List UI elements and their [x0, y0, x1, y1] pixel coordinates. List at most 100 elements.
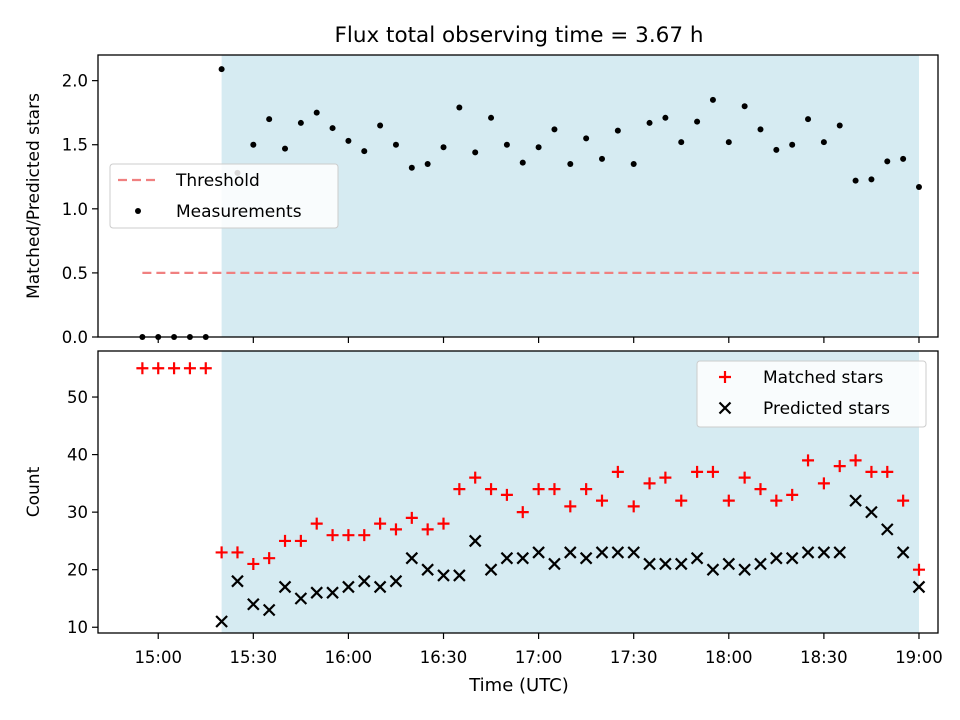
predicted-star-point: [453, 569, 466, 582]
matched-star-point: [675, 494, 688, 507]
measurement-point: [392, 141, 399, 148]
x-tick-label: 16:00: [325, 648, 373, 667]
matched-star-point: [168, 362, 181, 375]
matched-star-point: [279, 534, 292, 547]
matched-star-point: [374, 517, 387, 530]
y-tick-label: 20: [67, 561, 88, 580]
legend-box: [109, 163, 339, 229]
matched-star-point: [358, 529, 371, 542]
predicted-star-point: [500, 551, 514, 565]
matched-star-point: [516, 506, 529, 519]
matched-star-point: [453, 483, 466, 496]
y-axis-label: Matched/Predicted stars: [24, 93, 44, 299]
predicted-star-point: [342, 580, 355, 594]
predicted-star-point: [627, 546, 640, 559]
measurement-point: [662, 114, 669, 121]
matched-star-point: [738, 471, 751, 484]
matched-star-point: [611, 465, 624, 478]
matched-star-point: [310, 517, 323, 530]
top-panel: 0.0 0.5 1.0 1.5 2.0 Matched/Predicted stars Th…: [24, 54, 939, 347]
predicted-star-point: [326, 586, 339, 599]
measurement-point: [884, 158, 891, 165]
measurement-point: [456, 104, 463, 111]
measurement-point: [519, 159, 526, 166]
measurement-point: [440, 144, 447, 151]
predicted-star-point: [262, 603, 276, 617]
predicted-star-point: [231, 574, 244, 588]
predicted-star-point: [278, 580, 292, 594]
measurement-point: [567, 160, 574, 167]
matched-star-point: [833, 460, 846, 473]
measurement-point: [900, 155, 907, 162]
measurement-point: [361, 148, 368, 155]
matched-star-point: [691, 465, 704, 478]
measurement-point: [472, 149, 479, 156]
matched-star-point: [263, 552, 276, 565]
matched-star-point: [770, 494, 783, 507]
predicted-star-point: [833, 546, 847, 559]
predicted-star-point: [595, 546, 609, 559]
legend: Matched stars Predicted stars: [696, 360, 927, 428]
predicted-star-point: [579, 551, 593, 565]
predicted-star-point: [389, 574, 403, 588]
measurement-point: [329, 125, 336, 132]
measurement-point: [583, 135, 590, 142]
legend-box: [696, 360, 927, 428]
measurement-point: [773, 146, 780, 153]
legend-label: Matched stars: [763, 368, 883, 388]
bottom-panel: 10 20 30 40 50 15:00 15:30 16:00 16:30 17:00 17:30…: [24, 350, 943, 667]
measurement-point: [488, 114, 495, 121]
x-tick-label: 18:00: [705, 648, 753, 667]
matched-star-point: [326, 529, 339, 542]
legend-predicted-swatch: [718, 401, 732, 415]
matched-star-point: [881, 465, 894, 478]
measurement-point: [551, 126, 558, 133]
predicted-star-point: [865, 505, 878, 519]
predicted-star-point: [785, 551, 799, 565]
matched-star-point: [643, 477, 656, 490]
legend: Threshold Measurements: [109, 163, 339, 229]
matched-star-point: [580, 483, 593, 496]
measurement-point: [694, 118, 701, 125]
matched-star-point: [136, 362, 149, 375]
predicted-star-point: [215, 615, 228, 628]
matched-star-point: [437, 517, 450, 530]
y-axis-label: Count: [24, 466, 44, 517]
predicted-star-point: [484, 563, 498, 576]
axes-frame: [97, 350, 939, 634]
matched-star-point: [199, 362, 212, 375]
matched-star-point: [786, 488, 799, 501]
matched-star-point: [596, 494, 608, 507]
matched-star-point: [421, 523, 434, 536]
matched-star-point: [706, 465, 719, 478]
matched-star-point: [405, 511, 418, 524]
measurement-point: [820, 139, 827, 146]
matched-star-point: [183, 362, 196, 375]
measurement-point: [630, 160, 637, 167]
predicted-star-point: [373, 580, 387, 594]
matched-star-point: [849, 454, 862, 467]
measurement-point: [741, 103, 748, 110]
predicted-star-point: [468, 534, 482, 548]
measurement-point: [250, 141, 257, 148]
predicted-star-point: [817, 546, 831, 559]
y-tick-label: 50: [67, 388, 88, 407]
matched-star-point: [865, 465, 878, 478]
predicted-star-point: [849, 494, 862, 507]
x-tick-label: 19:00: [895, 648, 943, 667]
matched-star-point: [754, 483, 767, 496]
measurement-point: [678, 139, 685, 146]
matched-star-point: [231, 546, 244, 559]
matched-star-point: [485, 483, 498, 496]
matched-star-point: [247, 557, 260, 570]
measurement-point: [282, 145, 289, 152]
predicted-star-point: [247, 597, 260, 611]
measurement-point: [789, 141, 796, 148]
predicted-star-point: [690, 551, 704, 565]
predicted-star-point: [659, 557, 672, 571]
measurement-point: [614, 127, 621, 134]
predicted-star-point: [532, 546, 545, 559]
matched-star-point: [548, 483, 561, 496]
matched-star-point: [500, 488, 513, 501]
